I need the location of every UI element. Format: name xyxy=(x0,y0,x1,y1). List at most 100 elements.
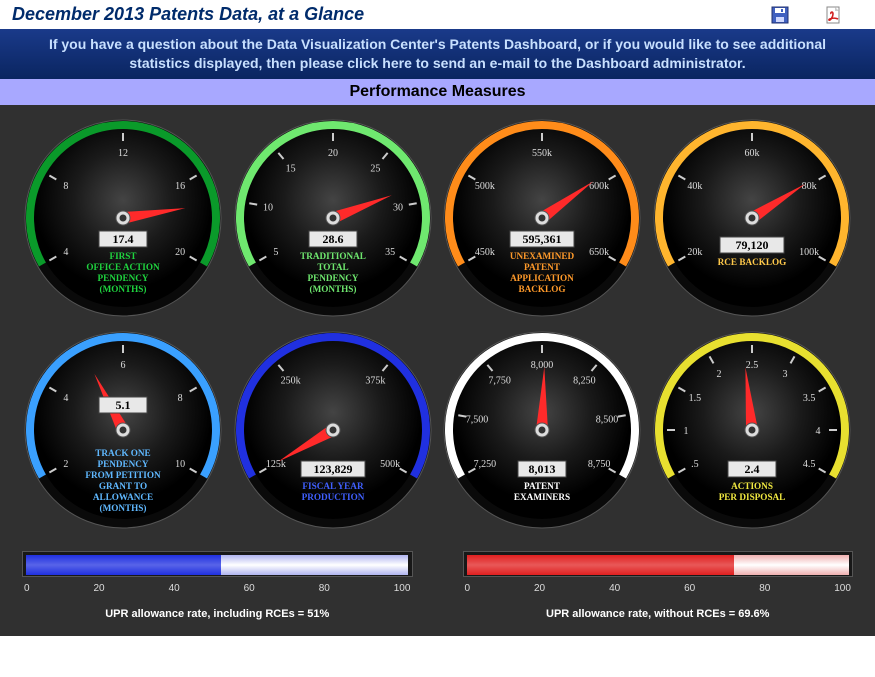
bar-tick-label: 80 xyxy=(319,583,330,594)
progress-bar-upr-without-rces[interactable]: 020406080100UPR allowance rate, without … xyxy=(463,551,854,620)
gauge-label-line: PATENT xyxy=(524,262,560,272)
gauge-tick-label: 500k xyxy=(380,459,400,470)
gauge-label-line: ACTIONS xyxy=(731,481,773,491)
save-icon[interactable] xyxy=(771,6,789,24)
bar-tick-label: 60 xyxy=(244,583,255,594)
bar-ticks: 020406080100 xyxy=(463,583,854,594)
gauge-tick-label: 12 xyxy=(118,148,128,159)
gauge-label-line: PENDENCY xyxy=(97,459,148,469)
gauge-value: 17.4 xyxy=(112,232,133,246)
gauge-value: 123,829 xyxy=(313,462,352,476)
gauge-tick-label: 2 xyxy=(63,459,68,470)
pdf-icon[interactable] xyxy=(825,6,843,24)
gauge-value: 5.1 xyxy=(115,398,130,412)
header-icons xyxy=(771,6,863,24)
gauge-patent-examiners[interactable]: 7,2507,5007,7508,0008,2508,5008,7508,013… xyxy=(443,331,641,529)
bar-track xyxy=(22,551,413,577)
gauge-tick-label: 30 xyxy=(393,202,403,213)
gauge-tick-label: 8 xyxy=(178,393,183,404)
gauge-tick-label: 2 xyxy=(717,369,722,380)
gauge-tick-label: 2.5 xyxy=(746,360,759,371)
bar-tick-label: 20 xyxy=(534,583,545,594)
gauge-label-line: FROM PETITION xyxy=(85,470,161,480)
gauge-tick-label: 100k xyxy=(799,247,819,258)
gauge-label-line: FISCAL YEAR xyxy=(302,481,364,491)
gauge-tick-label: 7,500 xyxy=(466,414,489,425)
gauge-tick-label: 4 xyxy=(63,247,68,258)
gauge-traditional-total-pendency[interactable]: 510152025303528.6TRADITIONALTOTALPENDENC… xyxy=(234,119,432,317)
gauge-tick-label: .5 xyxy=(691,459,699,470)
gauge-tick-label: 5 xyxy=(273,247,278,258)
gauge-label-line: GRANT TO xyxy=(99,481,147,491)
gauge-tick-label: 8 xyxy=(63,181,68,192)
gauge-tick-label: 1.5 xyxy=(689,393,702,404)
gauge-tick-label: 4.5 xyxy=(803,459,816,470)
gauge-label-line: PER DISPOSAL xyxy=(719,492,786,502)
gauge-label-line: (MONTHS) xyxy=(99,284,146,294)
gauge-tick-label: 20 xyxy=(328,148,338,159)
gauge-tick-label: 35 xyxy=(385,247,395,258)
bar-tick-label: 100 xyxy=(834,583,851,594)
gauge-value: 595,361 xyxy=(523,232,562,246)
gauge-label-line: PENDENCY xyxy=(97,273,148,283)
click-here-link[interactable]: click here xyxy=(347,55,412,71)
gauge-first-office-action[interactable]: 4812162017.4FIRSTOFFICE ACTIONPENDENCY(M… xyxy=(24,119,222,317)
gauge-label-line: ALLOWANCE xyxy=(93,492,153,502)
gauge-tick-label: 20 xyxy=(175,247,185,258)
gauge-rce-backlog[interactable]: 20k 40k 60k 80k 100k 79,120 RCE BACKLOG xyxy=(653,119,851,317)
gauge-tick-label: 7,750 xyxy=(489,375,512,386)
gauge-track-one-pendency[interactable]: 2468105.1TRACK ONEPENDENCYFROM PETITIONG… xyxy=(24,331,222,529)
page-title: December 2013 Patents Data, at a Glance xyxy=(12,4,364,25)
progress-bar-upr-including-rces[interactable]: 020406080100UPR allowance rate, includin… xyxy=(22,551,413,620)
gauge-tick-label: 7,250 xyxy=(474,459,497,470)
gauge-tick-label: 20k xyxy=(687,247,702,258)
gauge-label-line: RCE BACKLOG xyxy=(718,257,787,267)
gauge-label-line: PENDENCY xyxy=(307,273,358,283)
gauge-label-line: TRADITIONAL xyxy=(300,251,366,261)
gauge-tick-label: 6 xyxy=(120,360,125,371)
bar-tick-label: 20 xyxy=(94,583,105,594)
notice-bar: If you have a question about the Data Vi… xyxy=(0,29,875,79)
gauge-tick-label: 125k xyxy=(265,459,285,470)
bars-row: 020406080100UPR allowance rate, includin… xyxy=(22,551,853,620)
gauge-value: 2.4 xyxy=(745,462,760,476)
gauge-tick-label: 375k xyxy=(365,375,385,386)
gauge-label-line: EXAMINERS xyxy=(514,492,570,502)
gauge-actions-per-disposal[interactable]: .511.522.533.544.52.4ACTIONSPER DISPOSAL xyxy=(653,331,851,529)
gauge-tick-label: 15 xyxy=(285,163,295,174)
gauge-tick-label: 4 xyxy=(816,426,821,437)
gauge-tick-label: 3 xyxy=(783,369,788,380)
gauge-unexamined-backlog[interactable]: 450k500k550k600k650k595,361UNEXAMINEDPAT… xyxy=(443,119,641,317)
gauge-tick-label: 8,000 xyxy=(531,360,554,371)
gauge-tick-label: 25 xyxy=(370,163,380,174)
gauge-tick-label: 10 xyxy=(263,202,273,213)
bar-fill xyxy=(26,555,221,575)
header-row: December 2013 Patents Data, at a Glance xyxy=(0,0,875,29)
gauge-value: 79,120 xyxy=(736,238,769,252)
gauge-tick-label: 1 xyxy=(684,426,689,437)
gauge-tick-label: 500k xyxy=(475,181,495,192)
gauge-label-line: TRACK ONE xyxy=(95,448,150,458)
gauge-tick-label: 4 xyxy=(63,393,68,404)
gauge-tick-label: 40k xyxy=(687,181,702,192)
gauge-tick-label: 8,500 xyxy=(596,414,619,425)
bar-tick-label: 40 xyxy=(609,583,620,594)
bar-tick-label: 0 xyxy=(24,583,30,594)
gauge-grid: 4812162017.4FIRSTOFFICE ACTIONPENDENCY(M… xyxy=(22,119,853,529)
gauge-tick-label: 8,750 xyxy=(588,459,611,470)
bar-tick-label: 80 xyxy=(759,583,770,594)
bar-tick-label: 100 xyxy=(394,583,411,594)
gauge-label-line: (MONTHS) xyxy=(99,503,146,513)
gauge-tick-label: 250k xyxy=(280,375,300,386)
notice-text-suffix: to send an e-mail to the Dashboard admin… xyxy=(412,55,746,71)
bar-tick-label: 40 xyxy=(169,583,180,594)
bar-tick-label: 60 xyxy=(684,583,695,594)
gauge-fiscal-year-production[interactable]: 125k 250k 375k 500k 123,829 FISCAL YEARPRODUC… xyxy=(234,331,432,529)
gauge-label-line: PRODUCTION xyxy=(301,492,364,502)
bar-fill xyxy=(467,555,734,575)
bar-ghost xyxy=(734,555,849,575)
gauge-tick-label: 80k xyxy=(802,181,817,192)
gauge-label-line: PATENT xyxy=(524,481,560,491)
gauge-label-line: OFFICE ACTION xyxy=(86,262,160,272)
gauge-tick-label: 60k xyxy=(745,148,760,159)
